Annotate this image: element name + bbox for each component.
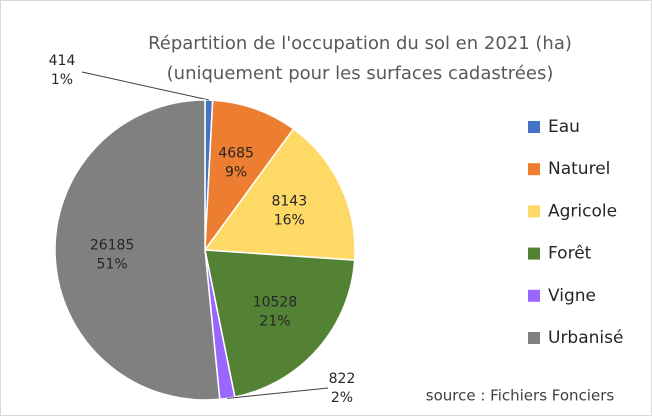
leader-line bbox=[81, 71, 209, 101]
legend-label: Eau bbox=[548, 117, 580, 137]
data-label-percent: 2% bbox=[331, 390, 353, 406]
data-label-percent: 9% bbox=[225, 164, 247, 180]
legend-label: Forêt bbox=[548, 244, 592, 264]
pie-slice bbox=[54, 99, 221, 401]
pie-slice bbox=[204, 249, 356, 398]
data-label: 414 bbox=[49, 53, 76, 69]
legend-swatch bbox=[528, 332, 540, 344]
legend-label: Agricole bbox=[548, 201, 617, 221]
chart-subtitle: (uniquement pour les surfaces cadastrées… bbox=[167, 63, 554, 84]
legend-swatch bbox=[528, 247, 540, 260]
legend-swatch bbox=[528, 163, 540, 176]
data-label-percent: 51% bbox=[97, 257, 128, 273]
data-label: 26185 bbox=[90, 238, 135, 254]
data-label-percent: 21% bbox=[259, 313, 290, 329]
data-label: 10528 bbox=[253, 294, 298, 310]
legend-label: Vigne bbox=[548, 286, 596, 306]
legend-label: Naturel bbox=[548, 159, 610, 179]
legend-swatch bbox=[528, 121, 540, 133]
legend-swatch bbox=[528, 205, 540, 218]
pie-slice bbox=[203, 127, 356, 261]
legend-label: Urbanisé bbox=[548, 328, 623, 348]
source-note: source : Fichiers Fonciers bbox=[426, 387, 615, 405]
data-label: 8143 bbox=[271, 194, 307, 210]
chart-title: Répartition de l'occupation du sol en 20… bbox=[148, 33, 572, 54]
data-label: 4685 bbox=[218, 145, 254, 161]
pie-slice bbox=[204, 99, 295, 253]
data-label: 822 bbox=[329, 371, 356, 387]
data-label-percent: 16% bbox=[274, 213, 305, 229]
leader-line bbox=[227, 387, 329, 399]
legend-swatch bbox=[528, 289, 540, 302]
data-label-percent: 1% bbox=[51, 72, 73, 88]
